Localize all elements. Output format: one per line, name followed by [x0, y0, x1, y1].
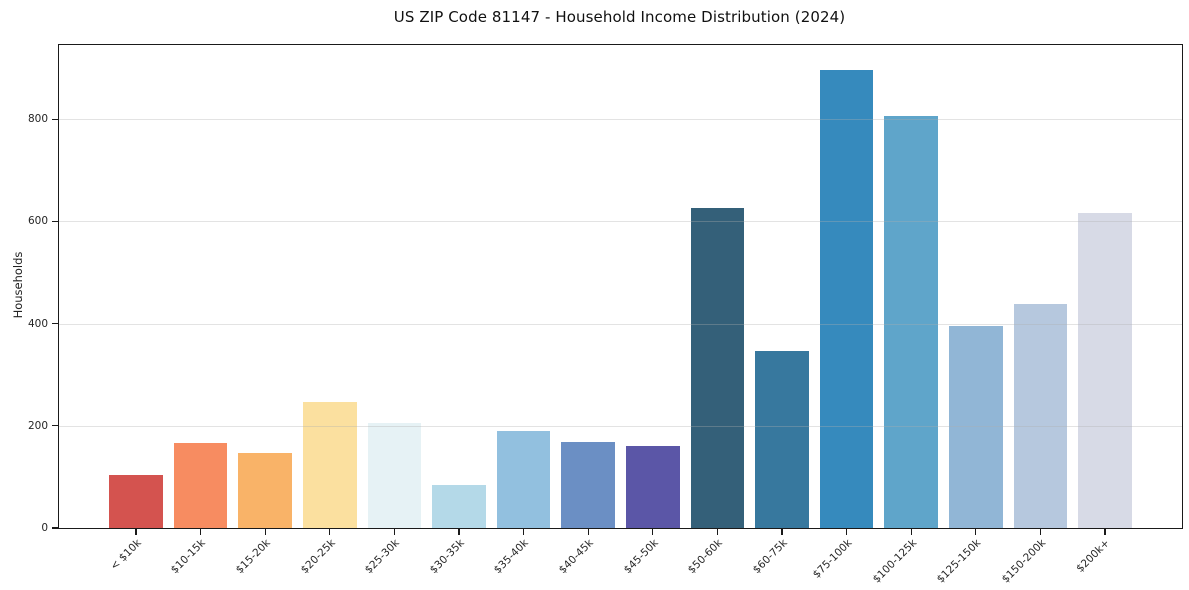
x-tick-mark-$35-40k	[523, 529, 525, 535]
x-tick-label-$25-30k: $25-30k	[362, 537, 402, 577]
y-tick-label-200: 200	[27, 419, 48, 432]
bar-$45-50k	[626, 445, 680, 528]
x-tick-label-$50-60k: $50-60k	[685, 537, 725, 577]
x-tick-label-$35-40k: $35-40k	[491, 537, 532, 577]
x-tick-label-$125-150k: $125-150k	[934, 537, 984, 586]
x-tick-mark-$125-150k	[975, 529, 977, 535]
x-tick-label-$200k+: $200k+	[1074, 537, 1113, 575]
y-axis-label: Households	[11, 251, 25, 319]
x-tick-mark-$20-25k	[329, 529, 331, 535]
bar-$40-45k	[561, 441, 615, 528]
x-tick-label-$100-125k: $100-125k	[870, 537, 919, 586]
x-tick-mark-< $10k	[135, 529, 137, 535]
bar-$150-200k	[1013, 304, 1068, 528]
x-tick-label-$10-15k: $10-15k	[168, 537, 209, 577]
x-tick-mark-$100-125k	[910, 529, 912, 535]
x-tick-mark-$75-100k	[846, 529, 848, 535]
x-tick-mark-$25-30k	[393, 529, 395, 535]
plot-area: 0 200 400 600 800 < $10k $10-15k $15-20k $20-25k…	[28, 44, 1183, 586]
x-tick-mark-$15-20k	[264, 529, 266, 535]
bar-$100-125k	[884, 115, 938, 528]
bar-$125-150k	[949, 325, 1003, 528]
bar-$20-25k	[303, 402, 357, 528]
x-tick-mark-$50-60k	[716, 529, 718, 535]
x-tick-label-$45-50k: $45-50k	[621, 537, 661, 577]
x-tick-label-$30-35k: $30-35k	[427, 537, 467, 577]
x-tick-label-< $10k: < $10k	[107, 537, 144, 573]
x-tick-label-$15-20k: $15-20k	[233, 537, 273, 577]
gridline-600	[59, 221, 1182, 223]
gridline-800	[59, 119, 1182, 121]
bar-$75-100k	[819, 70, 874, 528]
bar-< $10k	[109, 475, 163, 528]
y-tick-mark-800	[52, 118, 58, 120]
y-tick-mark-200	[52, 425, 58, 427]
bar-$25-30k	[367, 423, 422, 528]
x-tick-mark-$45-50k	[652, 529, 654, 535]
y-tick-mark-0	[52, 527, 58, 529]
bar-$200k+	[1078, 213, 1132, 528]
x-tick-mark-$200k+	[1104, 529, 1106, 535]
y-tick-label-400: 400	[27, 317, 48, 330]
x-tick-label-$60-75k: $60-75k	[750, 537, 790, 577]
x-tick-label-$75-100k: $75-100k	[810, 537, 855, 581]
x-tick-label-$40-45k: $40-45k	[556, 537, 596, 577]
bar-$60-75k	[755, 350, 809, 528]
y-tick-label-800: 800	[27, 113, 48, 126]
x-tick-label-$150-200k: $150-200k	[999, 537, 1048, 586]
gridline-400	[59, 323, 1182, 325]
x-tick-mark-$10-15k	[200, 529, 202, 535]
bar-$35-40k	[496, 430, 551, 528]
bar-$10-15k	[173, 443, 228, 528]
x-tick-label-$20-25k: $20-25k	[298, 537, 338, 577]
y-tick-mark-600	[52, 220, 58, 222]
y-tick-label-600: 600	[27, 215, 48, 228]
y-tick-mark-400	[52, 323, 58, 325]
bar-$50-60k	[690, 207, 745, 528]
x-tick-mark-$30-35k	[458, 529, 460, 535]
chart-title: US ZIP Code 81147 - Household Income Dis…	[393, 8, 846, 26]
bar-$30-35k	[432, 484, 486, 528]
x-tick-mark-$40-45k	[587, 529, 589, 535]
gridline-200	[59, 425, 1182, 427]
y-tick-label-0: 0	[41, 522, 48, 534]
x-tick-mark-$150-200k	[1039, 529, 1041, 535]
x-tick-mark-$60-75k	[781, 529, 783, 535]
bar-$15-20k	[238, 452, 292, 528]
